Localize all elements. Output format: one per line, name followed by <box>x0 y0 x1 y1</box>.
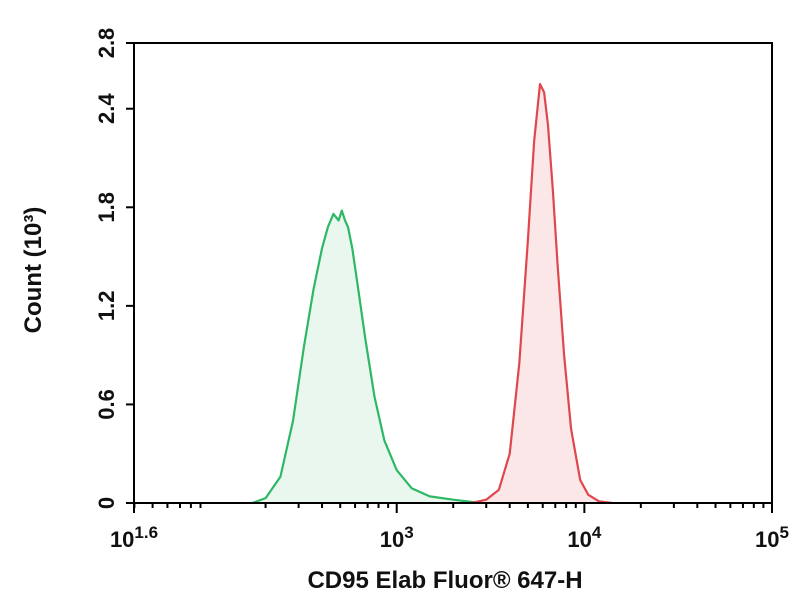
x-tick-label: 103 <box>380 523 414 552</box>
axis-layer: 0 0.6 1.2 1.8 2.4 2.8 101.6 103 104 105 <box>94 28 789 552</box>
y-tick-label: 2.4 <box>94 93 119 124</box>
series-1-line <box>251 209 481 505</box>
y-tick-label: 0.6 <box>94 389 119 420</box>
y-axis-title: Count (10³) <box>20 207 47 334</box>
series-2-line <box>471 83 612 505</box>
y-tick-label: 1.2 <box>94 291 119 322</box>
plot-frame <box>133 42 773 504</box>
y-tick-label: 2.8 <box>94 28 119 59</box>
x-tick-label: 104 <box>567 523 601 552</box>
y-tick-label: 1.8 <box>94 192 119 223</box>
series-1-fill <box>252 210 481 503</box>
series-layer <box>251 83 612 505</box>
y-tick-label: 0 <box>94 497 119 509</box>
x-tick-label: 101.6 <box>110 523 158 552</box>
series-2-fill <box>471 84 612 503</box>
x-tick-label: 105 <box>755 523 789 552</box>
x-axis-title: CD95 Elab Fluor® 647-H <box>307 567 582 594</box>
